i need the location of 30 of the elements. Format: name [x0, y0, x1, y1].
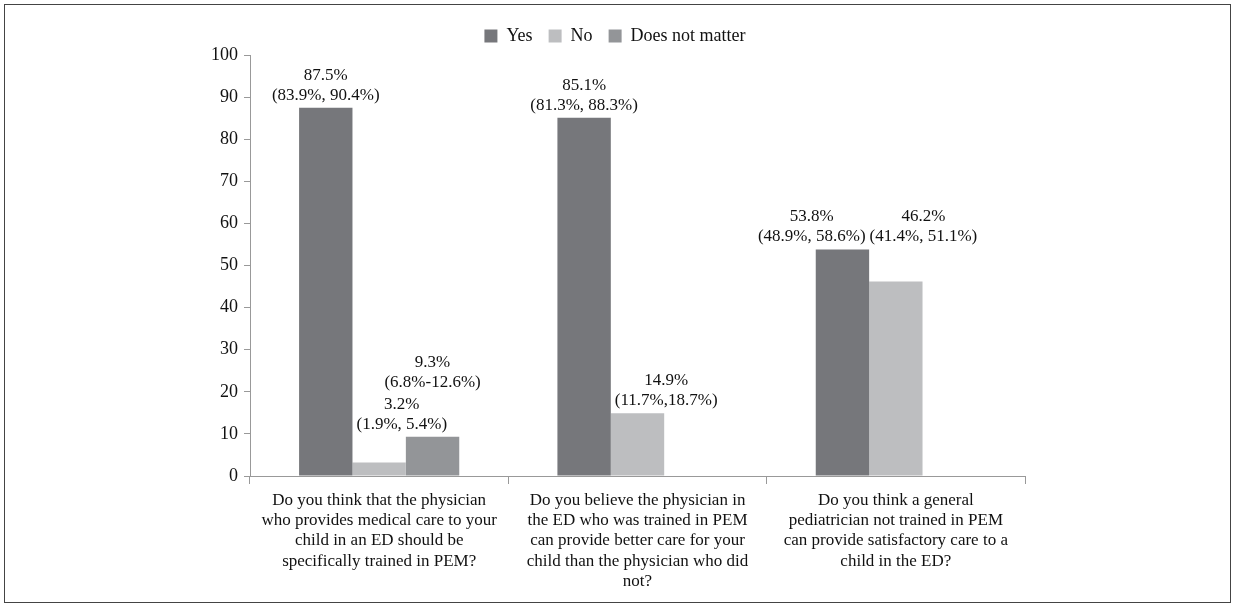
y-tick-label: 0 [229, 464, 238, 485]
legend-label: Yes [506, 24, 533, 45]
bar [815, 249, 870, 476]
x-tick-label: Do you think a general pediatrician not trained in PEM can provide satisfactory care to a child in the ED? [783, 489, 1009, 570]
bar [557, 117, 611, 476]
data-label: 85.1% (81.3%, 88.3%) [530, 74, 638, 114]
y-tick-label: 30 [220, 338, 238, 359]
bar [299, 107, 353, 476]
bar [869, 281, 923, 476]
y-tick-label: 40 [220, 296, 238, 317]
y-tick-label: 10 [220, 422, 238, 443]
y-tick-label: 50 [220, 254, 238, 275]
y-tick-label: 20 [220, 380, 238, 401]
data-label: 87.5% (83.9%, 90.4%) [271, 64, 380, 104]
legend-label: Does not matter [630, 24, 746, 45]
y-tick-label: 60 [220, 212, 238, 233]
y-tick-label: 70 [220, 170, 238, 191]
data-label: 46.2% (41.4%, 51.1%) [869, 206, 978, 246]
bar [352, 462, 406, 476]
data-label: 14.9% (11.7%,18.7%) [614, 370, 718, 410]
data-label: 53.8% (48.9%, 58.6%) [757, 206, 866, 246]
data-label: 3.2% (1.9%, 5.4%) [356, 393, 448, 433]
y-tick-label: 90 [220, 85, 238, 106]
y-tick-label: 100 [211, 43, 238, 64]
legend-label: No [570, 24, 593, 45]
y-tick-label: 80 [220, 127, 238, 148]
bar [610, 413, 665, 476]
x-tick-label: Do you believe the physician in the ED who was trained in PEM can provide better care for your child than the physician who did not? [526, 489, 749, 591]
x-tick-label: Do you think that the physician who provides medical care to your child in an ED should be specifically trained in PEM? [261, 489, 498, 570]
data-label: 9.3% (6.8%-12.6%) [384, 351, 481, 391]
